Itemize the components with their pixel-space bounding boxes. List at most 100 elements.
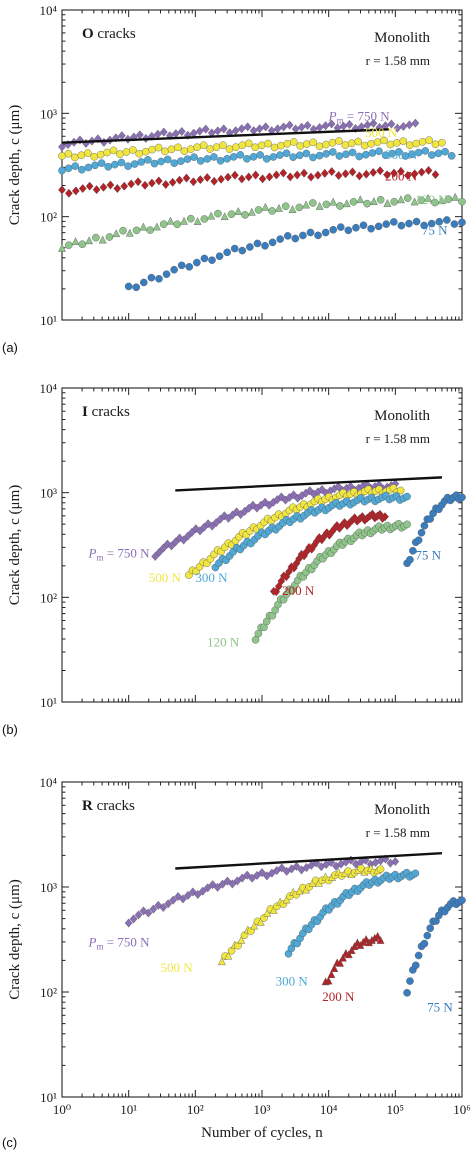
data-point [220, 212, 229, 220]
y-tick-label: 10³ [40, 486, 57, 501]
data-point [246, 243, 254, 251]
data-point [58, 142, 66, 152]
data-point [125, 228, 134, 237]
series-300-n [284, 868, 420, 958]
data-point [334, 482, 343, 492]
data-point [99, 182, 108, 192]
data-point [367, 140, 375, 148]
data-point [174, 143, 182, 152]
data-point [170, 159, 179, 167]
series-label: 500 N [160, 960, 193, 975]
data-point [182, 173, 191, 183]
data-point [336, 223, 345, 231]
data-point [265, 172, 274, 182]
data-point [412, 139, 420, 148]
data-point [175, 175, 184, 185]
data-point [291, 234, 300, 243]
data-point [64, 164, 73, 173]
data-point [124, 918, 133, 928]
data-point [179, 894, 187, 904]
data-point [330, 964, 339, 972]
chart-title: R cracks [82, 798, 135, 814]
data-point [268, 207, 276, 215]
data-point [92, 185, 101, 195]
data-point [390, 197, 399, 206]
data-point [177, 157, 185, 165]
x-tick-label: 10⁴ [320, 1102, 338, 1117]
data-point [227, 210, 236, 219]
data-point [381, 512, 389, 522]
panel-label: (a) [2, 340, 18, 355]
data-point [185, 263, 194, 271]
data-point [327, 167, 336, 177]
data-point [263, 908, 272, 917]
data-point [163, 155, 172, 164]
data-point [244, 139, 253, 148]
data-point [315, 151, 324, 160]
data-point [269, 905, 278, 914]
data-point [122, 148, 131, 156]
data-point [329, 197, 338, 206]
data-point [431, 140, 440, 149]
data-point [349, 198, 358, 206]
data-point [210, 176, 219, 186]
series-label: 120 N [207, 634, 240, 649]
data-point [206, 145, 214, 153]
series-label: 75 N [415, 547, 441, 562]
data-point [159, 220, 168, 229]
data-point [403, 194, 412, 202]
data-point [251, 143, 259, 152]
data-point [220, 511, 229, 521]
data-point [268, 238, 277, 247]
data-point [234, 206, 243, 215]
data-point [153, 129, 162, 139]
data-point [355, 171, 364, 181]
y-tick-label: 10³ [40, 880, 57, 895]
series-200-n [58, 165, 440, 198]
data-point [236, 151, 245, 159]
data-point [134, 910, 143, 920]
data-point [244, 172, 253, 182]
data-point [231, 170, 239, 180]
data-point [315, 201, 324, 210]
data-point [238, 141, 247, 150]
data-point [258, 174, 267, 184]
y-tick-label: 10² [40, 210, 57, 225]
data-point [224, 172, 232, 182]
data-point [129, 914, 138, 924]
data-point [218, 879, 227, 889]
data-point [144, 908, 153, 918]
data-point [223, 154, 231, 163]
data-point [238, 246, 247, 255]
data-point [290, 138, 298, 146]
series-label: 300 N [276, 974, 309, 989]
data-point [232, 143, 240, 151]
data-point [168, 177, 177, 187]
radius-label: r = 1.58 mm [366, 825, 430, 840]
series-120-n [58, 192, 466, 252]
data-point [224, 951, 233, 960]
series-label: 500 N [149, 570, 182, 585]
data-point [383, 199, 392, 207]
data-point [276, 151, 284, 159]
data-point [277, 141, 285, 150]
data-point [164, 899, 173, 909]
data-point [444, 195, 453, 203]
data-point [154, 143, 163, 152]
data-point [223, 876, 232, 886]
data-point [376, 935, 385, 944]
data-point [157, 157, 165, 166]
data-point [186, 145, 195, 153]
data-point [177, 127, 186, 137]
data-point [410, 169, 419, 179]
data-point [136, 130, 144, 140]
data-point [302, 149, 311, 158]
data-point [212, 143, 221, 151]
data-point [198, 886, 207, 896]
data-point [144, 156, 152, 164]
data-point [288, 205, 297, 213]
data-point [155, 274, 163, 283]
data-point [347, 946, 356, 954]
data-point [109, 146, 118, 155]
